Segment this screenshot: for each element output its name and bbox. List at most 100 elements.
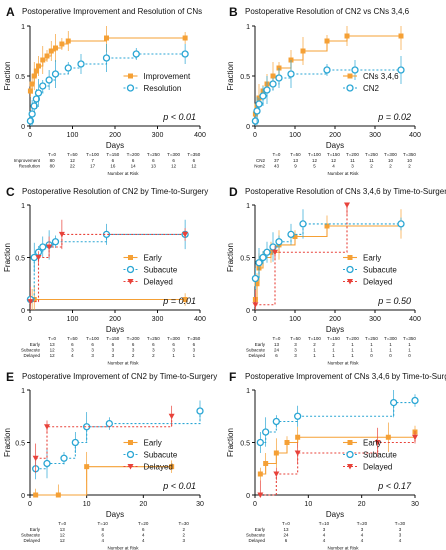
risk-table-cell: 2 xyxy=(152,353,155,358)
data-point xyxy=(26,117,35,125)
legend-marker xyxy=(347,255,353,260)
data-point xyxy=(262,428,270,436)
risk-table-cell: 2 xyxy=(332,342,335,347)
data-point xyxy=(182,297,188,302)
risk-table-time: T=250 xyxy=(147,152,160,157)
risk-table-cell: 3 xyxy=(361,527,364,532)
risk-table-time: T=30 xyxy=(395,521,406,526)
data-point xyxy=(251,117,260,125)
risk-table-cell: 1 xyxy=(351,348,354,353)
risk-table-row-label: Delayed xyxy=(248,353,265,358)
risk-table-row-label: Subacute xyxy=(246,348,266,353)
data-point xyxy=(71,438,79,447)
risk-table-caption: Number at Risk xyxy=(327,361,359,366)
series-delayed xyxy=(257,427,418,498)
risk-table-cell: 13 xyxy=(151,164,157,169)
risk-table-cell: 3 xyxy=(91,348,94,353)
risk-table-cell: 22 xyxy=(70,164,76,169)
risk-table-cell: 13 xyxy=(283,527,289,532)
risk-table-cell: 12 xyxy=(50,353,56,358)
p-value: p = 0.02 xyxy=(377,112,411,122)
x-tick-label: 400 xyxy=(194,316,206,323)
risk-table-time: T=150 xyxy=(106,152,119,157)
risk-table-cell: 12 xyxy=(191,164,197,169)
data-point xyxy=(51,238,60,246)
risk-table-cell: 0 xyxy=(370,353,373,358)
data-point xyxy=(196,407,204,415)
data-point xyxy=(412,434,418,441)
risk-table-cell: 2 xyxy=(182,533,185,538)
risk-table-cell: 6 xyxy=(172,158,175,163)
data-point xyxy=(48,48,54,54)
series-delayed xyxy=(252,202,350,310)
data-point xyxy=(65,38,71,44)
panel-f: F Postoperative Improvement of CNs 3,4,6 … xyxy=(226,370,446,550)
risk-table-time: T=350 xyxy=(187,336,200,341)
x-tick-label: 200 xyxy=(109,132,121,139)
data-point xyxy=(168,413,175,420)
risk-table-cell: 6 xyxy=(285,538,288,543)
x-tick-label: 400 xyxy=(409,132,421,139)
x-tick-label: 20 xyxy=(358,501,366,508)
y-tick-label: 0.5 xyxy=(240,441,250,448)
risk-table-cell: 3 xyxy=(399,533,402,538)
risk-table-cell: 3 xyxy=(323,527,326,532)
data-point xyxy=(275,238,283,246)
data-point xyxy=(351,66,359,74)
legend-marker xyxy=(127,464,134,470)
legend-entry: Early xyxy=(363,254,381,263)
risk-table-cell: 4 xyxy=(332,164,335,169)
risk-table-cell: 1 xyxy=(193,353,196,358)
risk-table-cell: 6 xyxy=(71,342,74,347)
data-point xyxy=(254,281,260,287)
chart-title: Postoperative Resolution of CN2 by Time-… xyxy=(22,187,208,196)
risk-table-time: T=200 xyxy=(346,152,359,157)
risk-table-time: T=10 xyxy=(319,521,330,526)
y-tick-label: 1 xyxy=(21,24,25,31)
legend-marker xyxy=(346,450,354,459)
x-axis-label: Days xyxy=(106,510,124,519)
risk-table-cell: 4 xyxy=(101,538,104,543)
risk-table-cell: 13 xyxy=(293,158,299,163)
x-axis-label: Days xyxy=(106,325,124,334)
series-early xyxy=(257,422,418,481)
data-point xyxy=(59,41,65,47)
risk-table-row-label: Non2 xyxy=(254,164,265,169)
data-point xyxy=(84,464,90,470)
data-point xyxy=(132,50,140,58)
risk-table-cell: 1 xyxy=(172,353,175,358)
data-point xyxy=(28,110,36,118)
risk-table-cell: 3 xyxy=(294,353,297,358)
panel-letter: B xyxy=(229,5,238,19)
p-value: p = 0.01 xyxy=(162,296,196,306)
x-tick-label: 0 xyxy=(28,316,32,323)
risk-table-cell: 12 xyxy=(60,538,66,543)
legend-entry: Subacute xyxy=(144,451,178,460)
y-axis-label: Fraction xyxy=(226,62,235,91)
panel-b: B Postoperative Resolution of CN2 vs CNs … xyxy=(226,5,421,176)
legend-marker xyxy=(346,84,354,92)
risk-table-cell: 1 xyxy=(389,348,392,353)
risk-table-cell: 6 xyxy=(91,342,94,347)
y-tick-label: 0.5 xyxy=(15,256,25,263)
x-tick-label: 30 xyxy=(196,501,204,508)
chart-title: Postoperative Improvement of CNs 3,4,6 b… xyxy=(245,372,446,381)
risk-table-cell: 24 xyxy=(274,348,280,353)
risk-table-time: T=0 xyxy=(58,521,66,526)
risk-table-row-label: Subacute xyxy=(246,533,266,538)
legend-entry: Resolution xyxy=(144,84,182,93)
risk-table-cell: 6 xyxy=(142,527,145,532)
risk-table-cell: 1 xyxy=(408,342,411,347)
risk-table-cell: 17 xyxy=(90,164,96,169)
risk-table-caption: Number at Risk xyxy=(327,171,359,176)
y-axis-label: Fraction xyxy=(3,62,12,91)
x-tick-label: 0 xyxy=(28,132,32,139)
data-point xyxy=(36,63,41,69)
risk-table-time: T=0 xyxy=(48,336,56,341)
series-cn2 xyxy=(251,56,405,126)
data-point xyxy=(77,60,85,68)
risk-table-cell: 1 xyxy=(351,353,354,358)
risk-table-cell: 4 xyxy=(399,538,402,543)
risk-table-cell: 12 xyxy=(60,533,66,538)
risk-table-cell: 3 xyxy=(399,527,402,532)
